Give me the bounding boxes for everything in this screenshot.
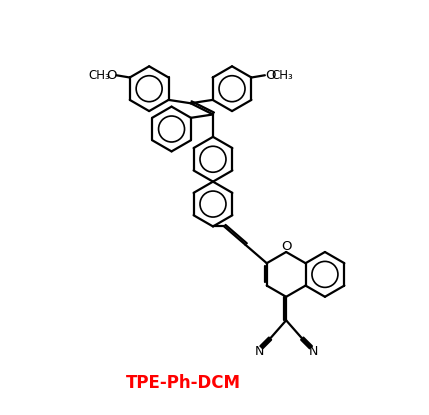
Text: CH₃: CH₃ (88, 69, 110, 82)
Text: CH₃: CH₃ (271, 69, 293, 82)
Text: TPE-Ph-DCM: TPE-Ph-DCM (126, 374, 241, 392)
Text: N: N (308, 345, 318, 359)
Text: O: O (265, 69, 275, 82)
Text: N: N (254, 345, 264, 359)
Text: O: O (281, 240, 291, 253)
Text: O: O (106, 69, 116, 82)
